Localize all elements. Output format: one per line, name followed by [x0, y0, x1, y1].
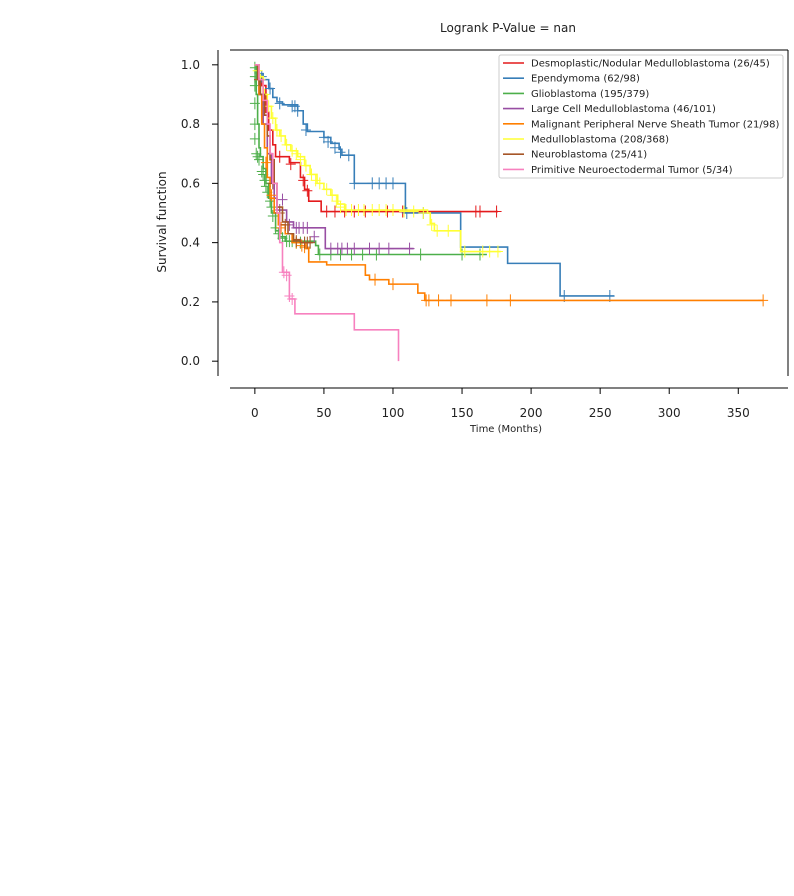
y-tick-label: 0.0 — [181, 354, 200, 368]
censor-mark — [347, 248, 357, 260]
censor-mark — [446, 294, 456, 306]
censor-mark — [335, 248, 345, 260]
legend-label: Malignant Peripheral Nerve Sheath Tumor … — [531, 119, 780, 130]
y-tick-label: 0.6 — [181, 176, 200, 190]
legend-label: Medulloblastoma (208/368) — [531, 135, 669, 146]
legend-label: Neuroblastoma (25/41) — [531, 150, 647, 161]
x-tick-label: 350 — [727, 406, 750, 420]
x-tick-label: 200 — [520, 406, 543, 420]
y-axis-label: Survival function — [155, 171, 169, 272]
censor-mark — [306, 168, 316, 180]
censor-mark — [405, 243, 415, 255]
x-tick-label: 0 — [251, 406, 259, 420]
censor-mark — [409, 206, 419, 218]
x-tick-label: 50 — [316, 406, 331, 420]
censor-mark — [327, 189, 337, 201]
censor-mark — [475, 206, 485, 218]
x-tick-label: 300 — [658, 406, 681, 420]
censor-mark — [279, 266, 289, 278]
y-ticks: 0.0 0.2 0.4 0.6 0.8 1.0 — [181, 58, 218, 368]
y-tick-label: 1.0 — [181, 58, 200, 72]
censor-mark — [315, 248, 325, 260]
censor-mark — [505, 294, 515, 306]
y-tick-label: 0.4 — [181, 236, 200, 250]
censor-mark — [492, 206, 502, 218]
censor-mark — [349, 243, 359, 255]
censor-mark — [434, 294, 444, 306]
censor-mark — [349, 206, 359, 218]
series-line — [255, 65, 498, 212]
y-tick-label: 0.8 — [181, 117, 200, 131]
censor-mark — [360, 206, 370, 218]
censor-mark — [418, 207, 428, 219]
censor-mark — [349, 177, 359, 189]
censor-mark — [384, 243, 394, 255]
censor-mark — [301, 124, 311, 136]
censor-mark — [399, 206, 409, 218]
series-group — [255, 65, 502, 218]
censor-mark — [311, 174, 321, 186]
x-axis-label: Time (Months) — [469, 424, 542, 435]
series-line — [255, 65, 501, 252]
y-tick-label: 0.2 — [181, 295, 200, 309]
censor-mark — [284, 290, 294, 302]
censor-mark — [331, 195, 341, 207]
censor-mark — [365, 243, 375, 255]
censor-mark — [388, 177, 398, 189]
series-group — [255, 65, 415, 255]
legend-label: Desmoplastic/Nodular Medulloblastoma (26… — [531, 59, 770, 70]
censor-mark — [344, 149, 354, 161]
censor-mark — [758, 294, 768, 306]
censor-mark — [370, 274, 380, 286]
censor-mark — [371, 248, 381, 260]
censor-mark — [457, 248, 467, 260]
legend-label: Ependymoma (62/98) — [531, 74, 640, 85]
censor-mark — [482, 294, 492, 306]
x-tick-label: 100 — [382, 406, 405, 420]
x-tick-label: 250 — [589, 406, 612, 420]
censor-mark — [388, 204, 398, 216]
censor-mark — [358, 248, 368, 260]
legend-label: Primitive Neuroectodermal Tumor (5/34) — [531, 165, 733, 176]
censor-mark — [443, 225, 453, 237]
censor-mark — [374, 243, 384, 255]
legend-label: Large Cell Medulloblastoma (46/101) — [531, 104, 716, 115]
legend: Desmoplastic/Nodular Medulloblastoma (26… — [499, 55, 783, 178]
censor-mark — [286, 158, 296, 170]
censor-mark — [277, 194, 287, 206]
censor-mark — [302, 222, 312, 234]
chart-title: Logrank P-Value = nan — [440, 21, 576, 35]
censor-mark — [475, 248, 485, 260]
censor-mark — [287, 145, 297, 157]
legend-label: Glioblastoma (195/379) — [531, 89, 649, 100]
censor-mark — [402, 207, 412, 219]
x-ticks: 0 50 100 150 200 250 300 350 — [251, 388, 750, 420]
censor-mark — [416, 248, 426, 260]
x-tick-label: 150 — [451, 406, 474, 420]
censor-mark — [291, 148, 301, 160]
censor-mark — [382, 206, 392, 218]
